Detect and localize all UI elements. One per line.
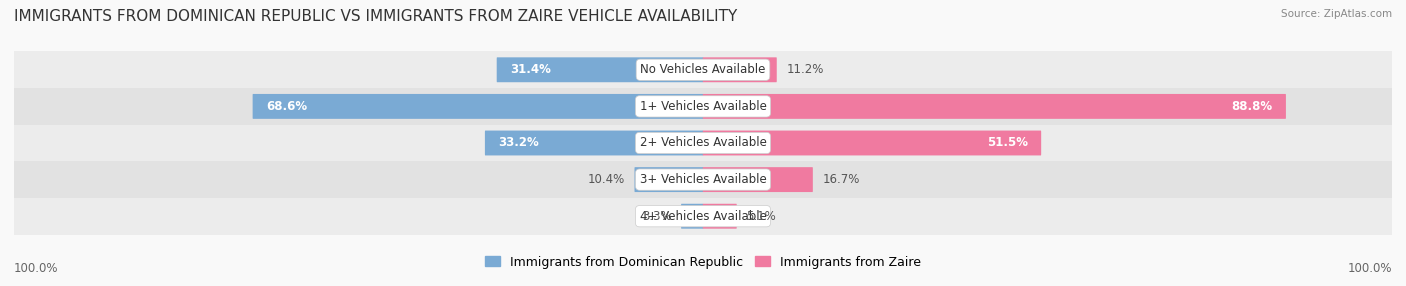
Text: 88.8%: 88.8%	[1232, 100, 1272, 113]
FancyBboxPatch shape	[14, 51, 1392, 88]
FancyBboxPatch shape	[703, 130, 1042, 156]
Text: Source: ZipAtlas.com: Source: ZipAtlas.com	[1281, 9, 1392, 19]
Text: 10.4%: 10.4%	[588, 173, 624, 186]
FancyBboxPatch shape	[634, 167, 703, 192]
FancyBboxPatch shape	[703, 204, 737, 229]
Text: 33.2%: 33.2%	[498, 136, 538, 150]
Text: 11.2%: 11.2%	[786, 63, 824, 76]
FancyBboxPatch shape	[703, 167, 813, 192]
FancyBboxPatch shape	[485, 130, 703, 156]
Text: 3.3%: 3.3%	[643, 210, 672, 223]
FancyBboxPatch shape	[681, 204, 703, 229]
Text: 51.5%: 51.5%	[987, 136, 1028, 150]
Text: 5.1%: 5.1%	[747, 210, 776, 223]
FancyBboxPatch shape	[703, 57, 776, 82]
FancyBboxPatch shape	[14, 198, 1392, 235]
Text: 16.7%: 16.7%	[823, 173, 860, 186]
Text: 68.6%: 68.6%	[266, 100, 307, 113]
FancyBboxPatch shape	[253, 94, 703, 119]
FancyBboxPatch shape	[14, 161, 1392, 198]
FancyBboxPatch shape	[14, 88, 1392, 125]
Text: 1+ Vehicles Available: 1+ Vehicles Available	[640, 100, 766, 113]
Text: IMMIGRANTS FROM DOMINICAN REPUBLIC VS IMMIGRANTS FROM ZAIRE VEHICLE AVAILABILITY: IMMIGRANTS FROM DOMINICAN REPUBLIC VS IM…	[14, 9, 737, 23]
FancyBboxPatch shape	[14, 125, 1392, 161]
Text: 100.0%: 100.0%	[14, 262, 59, 275]
Text: 4+ Vehicles Available: 4+ Vehicles Available	[640, 210, 766, 223]
Text: 31.4%: 31.4%	[510, 63, 551, 76]
Text: No Vehicles Available: No Vehicles Available	[640, 63, 766, 76]
FancyBboxPatch shape	[496, 57, 703, 82]
FancyBboxPatch shape	[703, 94, 1286, 119]
Text: 3+ Vehicles Available: 3+ Vehicles Available	[640, 173, 766, 186]
Text: 2+ Vehicles Available: 2+ Vehicles Available	[640, 136, 766, 150]
Legend: Immigrants from Dominican Republic, Immigrants from Zaire: Immigrants from Dominican Republic, Immi…	[485, 255, 921, 269]
Text: 100.0%: 100.0%	[1347, 262, 1392, 275]
